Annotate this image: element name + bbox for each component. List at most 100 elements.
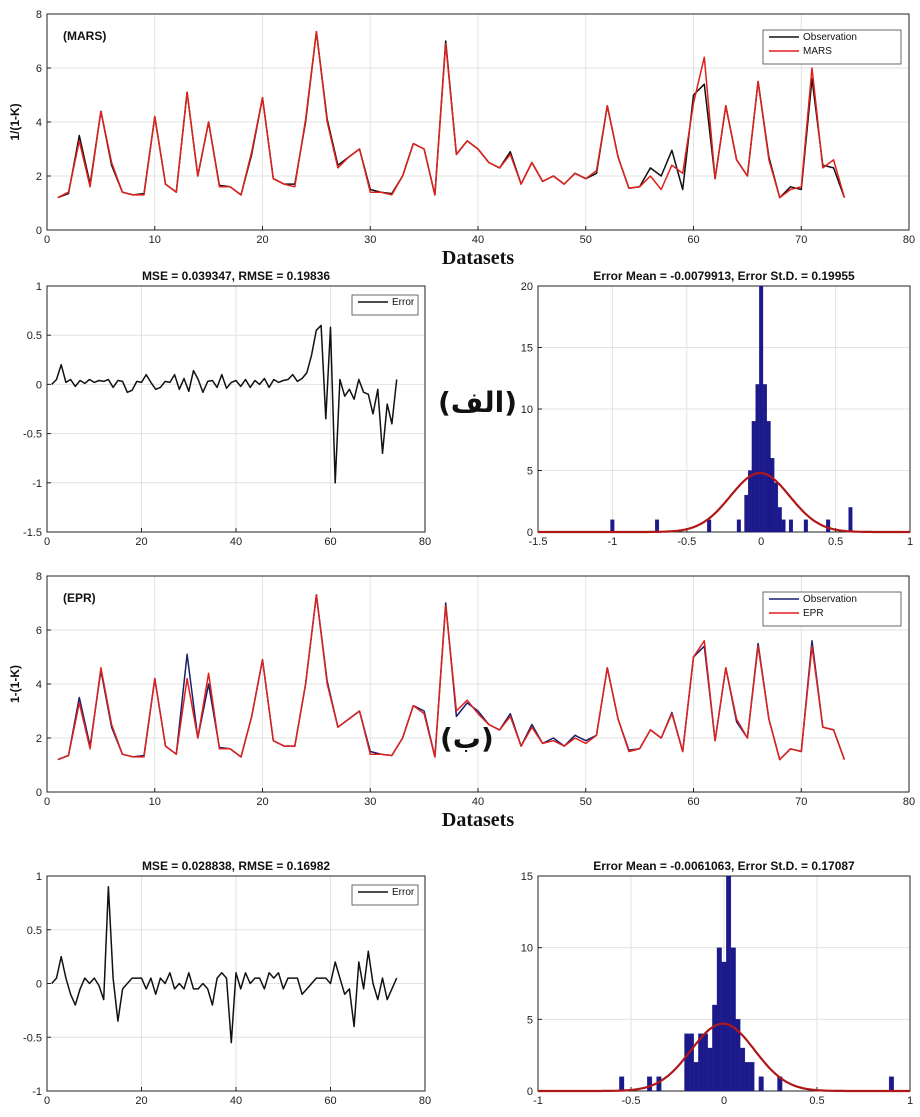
y-tick-label: 0	[527, 527, 533, 539]
histogram-bar	[702, 1033, 708, 1092]
histogram-bar	[755, 384, 760, 533]
y-tick-label: 10	[521, 943, 533, 955]
y-tick-label: 0	[36, 787, 42, 799]
histogram-bar	[726, 875, 732, 1092]
histogram-bar	[721, 961, 727, 1092]
histogram-bar	[684, 1033, 690, 1092]
histogram-bar	[848, 507, 853, 533]
y-axis-label: 1/(1-K)	[8, 103, 22, 140]
y-tick-label: -0.5	[23, 429, 42, 441]
histogram-bar	[647, 1076, 653, 1092]
histogram-bar	[751, 421, 756, 533]
x-axis-label: Datasets	[442, 809, 514, 831]
legend-box	[351, 884, 419, 906]
histogram-bar	[707, 1047, 713, 1092]
legend-entry: Observation	[803, 594, 857, 605]
histogram-bar	[770, 458, 775, 533]
x-tick-label: 40	[472, 796, 484, 808]
y-tick-label: 0.5	[27, 925, 42, 937]
histogram-bar	[740, 1047, 746, 1092]
histogram-bar	[777, 507, 782, 533]
x-tick-label: -0.5	[622, 1095, 641, 1107]
y-tick-label: 15	[521, 343, 533, 355]
x-tick-label: 10	[149, 796, 161, 808]
legend-box	[762, 29, 902, 65]
y-tick-label: -1	[32, 1086, 42, 1098]
x-tick-label: 80	[419, 1095, 431, 1107]
x-tick-label: 40	[230, 536, 242, 548]
mars-line-chart: 0 10 20 30 40 50 60 70 80 0 2 4 6 8 (MARS) 1/(1-K) Datas…	[8, 9, 915, 269]
x-tick-label: 0	[44, 536, 50, 548]
chart-title: Error Mean = -0.0079913, Error St.D. = 0…	[593, 269, 855, 283]
y-tick-label: 0	[36, 225, 42, 237]
legend-entry: Observation	[803, 32, 857, 43]
y-tick-label: 5	[527, 1014, 533, 1026]
legend-entry: MARS	[803, 46, 832, 57]
x-tick-label: 0.5	[828, 536, 843, 548]
y-tick-label: 2	[36, 733, 42, 745]
epr-error-chart: 0 20 40 60 80 -1 -0.5 0 0.5 1 MSE = 0.028838, RMSE…	[23, 859, 431, 1107]
histogram-bar	[730, 947, 736, 1092]
histogram-bar	[788, 519, 793, 533]
x-tick-label: 0	[44, 1095, 50, 1107]
x-tick-label: 1	[907, 536, 913, 548]
legend-entry: Error	[392, 887, 415, 898]
y-tick-label: 0	[527, 1086, 533, 1098]
y-axis-label: 1-(1-K)	[8, 665, 22, 703]
y-tick-label: 6	[36, 63, 42, 75]
series-line-mars	[57, 30, 846, 199]
series-line-epr	[57, 594, 846, 761]
histogram-bar	[619, 1076, 625, 1092]
chart-title: Error Mean = -0.0061063, Error St.D. = 0…	[593, 859, 855, 873]
panel-tag: (MARS)	[63, 29, 106, 43]
x-tick-label: 20	[135, 1095, 147, 1107]
y-tick-label: 8	[36, 571, 42, 583]
epr-line-chart: 0 10 20 30 40 50 60 70 80 0 2 4 6 8 (EPR) 1-(1-K) Datase…	[8, 571, 915, 831]
x-tick-label: 70	[795, 796, 807, 808]
x-tick-label: 0.5	[809, 1095, 824, 1107]
x-tick-label: 40	[230, 1095, 242, 1107]
y-tick-label: 0	[36, 979, 42, 991]
y-tick-label: 15	[521, 871, 533, 883]
y-tick-label: 10	[521, 404, 533, 416]
x-tick-label: 20	[256, 796, 268, 808]
x-tick-label: 20	[256, 234, 268, 246]
histogram-bar	[698, 1033, 704, 1092]
y-tick-label: -1.5	[23, 527, 42, 539]
x-tick-label: 60	[687, 796, 699, 808]
x-tick-label: 60	[687, 234, 699, 246]
series-line-error	[51, 324, 398, 484]
histogram-bar	[688, 1033, 694, 1092]
histogram-bar	[748, 470, 753, 533]
x-tick-label: 60	[324, 536, 336, 548]
x-tick-label: -0.5	[677, 536, 696, 548]
mars-error-chart: 0 20 40 60 80 -1.5 -1 -0.5 0 0.5 1 MSE = 0.039347, …	[23, 269, 431, 548]
histogram-bar	[774, 482, 779, 533]
histogram-bar	[744, 494, 749, 533]
normal-fit-curve	[538, 1022, 910, 1093]
histogram-bar	[762, 384, 767, 533]
y-tick-label: 0	[36, 379, 42, 391]
y-tick-label: 0.5	[27, 330, 42, 342]
y-tick-label: 8	[36, 9, 42, 21]
series-line-error	[51, 886, 398, 1044]
histogram-bar	[712, 1004, 718, 1092]
histogram-bar	[759, 285, 764, 533]
x-tick-label: 60	[324, 1095, 336, 1107]
normal-fit-curve	[538, 471, 910, 534]
histogram-bar	[744, 1062, 750, 1092]
y-tick-label: 4	[36, 117, 42, 129]
histogram-bar	[736, 519, 741, 533]
x-tick-label: 10	[149, 234, 161, 246]
x-tick-label: 0	[758, 536, 764, 548]
x-tick-label: -1	[533, 1095, 543, 1107]
y-tick-label: 1	[36, 281, 42, 293]
x-tick-label: 0	[721, 1095, 727, 1107]
histogram-bar	[716, 947, 722, 1092]
x-tick-label: 30	[364, 234, 376, 246]
x-tick-label: 80	[903, 796, 915, 808]
histogram-bar	[826, 519, 831, 533]
